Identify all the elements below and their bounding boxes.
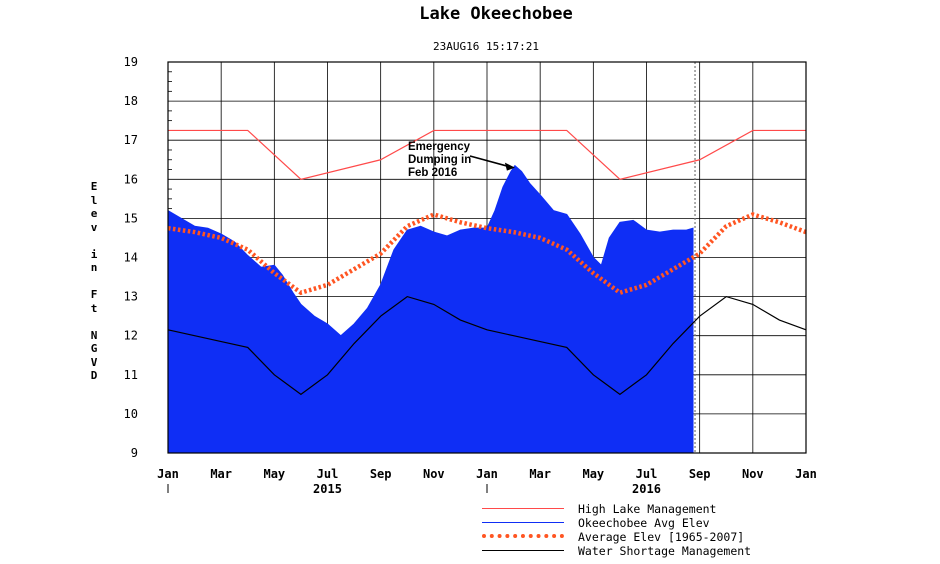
legend-label: High Lake Management (578, 502, 717, 516)
legend-swatch (482, 534, 564, 538)
legend-label: Average Elev [1965-2007] (578, 530, 745, 544)
x-tick-label: Jan (476, 467, 498, 481)
series-avg_elev-area (167, 164, 694, 454)
annotation-text: Feb 2016 (408, 167, 457, 179)
annotation-arrowhead (504, 162, 515, 171)
chart-title: Lake Okeechobee (419, 4, 573, 24)
year-label: 2016 (632, 482, 661, 496)
annotation-text: Emergency (408, 141, 471, 153)
y-tick-label: 10 (124, 407, 138, 421)
x-tick-label: Mar (210, 467, 232, 481)
x-tick-label: Jul (636, 467, 658, 481)
x-tick-label: Mar (529, 467, 551, 481)
series-water_shortage-line (167, 295, 807, 396)
x-tick-label: Jan (157, 467, 179, 481)
line-layer (167, 129, 807, 396)
legend-swatch (482, 522, 564, 523)
legend-item: High Lake Management (482, 502, 822, 516)
y-tick-label: 15 (124, 211, 138, 225)
x-tick-label: May (263, 467, 285, 481)
x-tick-label: Sep (689, 467, 711, 481)
y-tick-label: 19 (124, 55, 138, 69)
y-tick-label: 16 (124, 172, 138, 186)
series-high_lake-line (168, 129, 806, 180)
y-tick-label: 13 (124, 290, 138, 304)
x-tick-label: Sep (370, 467, 392, 481)
chart-subtitle: 23AUG16 15:17:21 (433, 40, 539, 53)
y-tick-label: 11 (124, 368, 138, 382)
legend-swatch (482, 508, 564, 509)
annotation-arrow-line (469, 155, 510, 168)
y-tick-label: 14 (124, 251, 138, 265)
legend-item: Water Shortage Management (482, 544, 822, 558)
legend-label: Water Shortage Management (578, 544, 752, 558)
year-label: 2015 (313, 482, 342, 496)
y-axis-label: E l e v i n F t N G V D (90, 180, 98, 382)
axis-layer: 9 10 11 12 13 14 15 16 17 18 19 Jan Mar May Jul Sep Nov J… (124, 55, 817, 496)
plot-frame (167, 61, 807, 454)
y-tick-label: 9 (131, 446, 138, 460)
y-tick-label: 12 (124, 329, 138, 343)
legend-swatch (482, 550, 564, 551)
x-tick-label: Jan (795, 467, 817, 481)
y-tick-label: 18 (124, 94, 138, 108)
x-tick-label: May (582, 467, 604, 481)
legend-label: Okeechobee Avg Elev (578, 516, 710, 530)
legend-item: Average Elev [1965-2007] (482, 530, 822, 544)
legend-item: Okeechobee Avg Elev (482, 516, 822, 530)
y-tick-label: 17 (124, 133, 138, 147)
x-tick-label: Nov (742, 467, 764, 481)
annotation-text: Dumping in (408, 154, 471, 166)
x-tick-label: Jul (317, 467, 339, 481)
area-layer (167, 164, 694, 454)
legend: High Lake Management Okeechobee Avg Elev A… (482, 502, 822, 558)
x-tick-label: Nov (423, 467, 445, 481)
